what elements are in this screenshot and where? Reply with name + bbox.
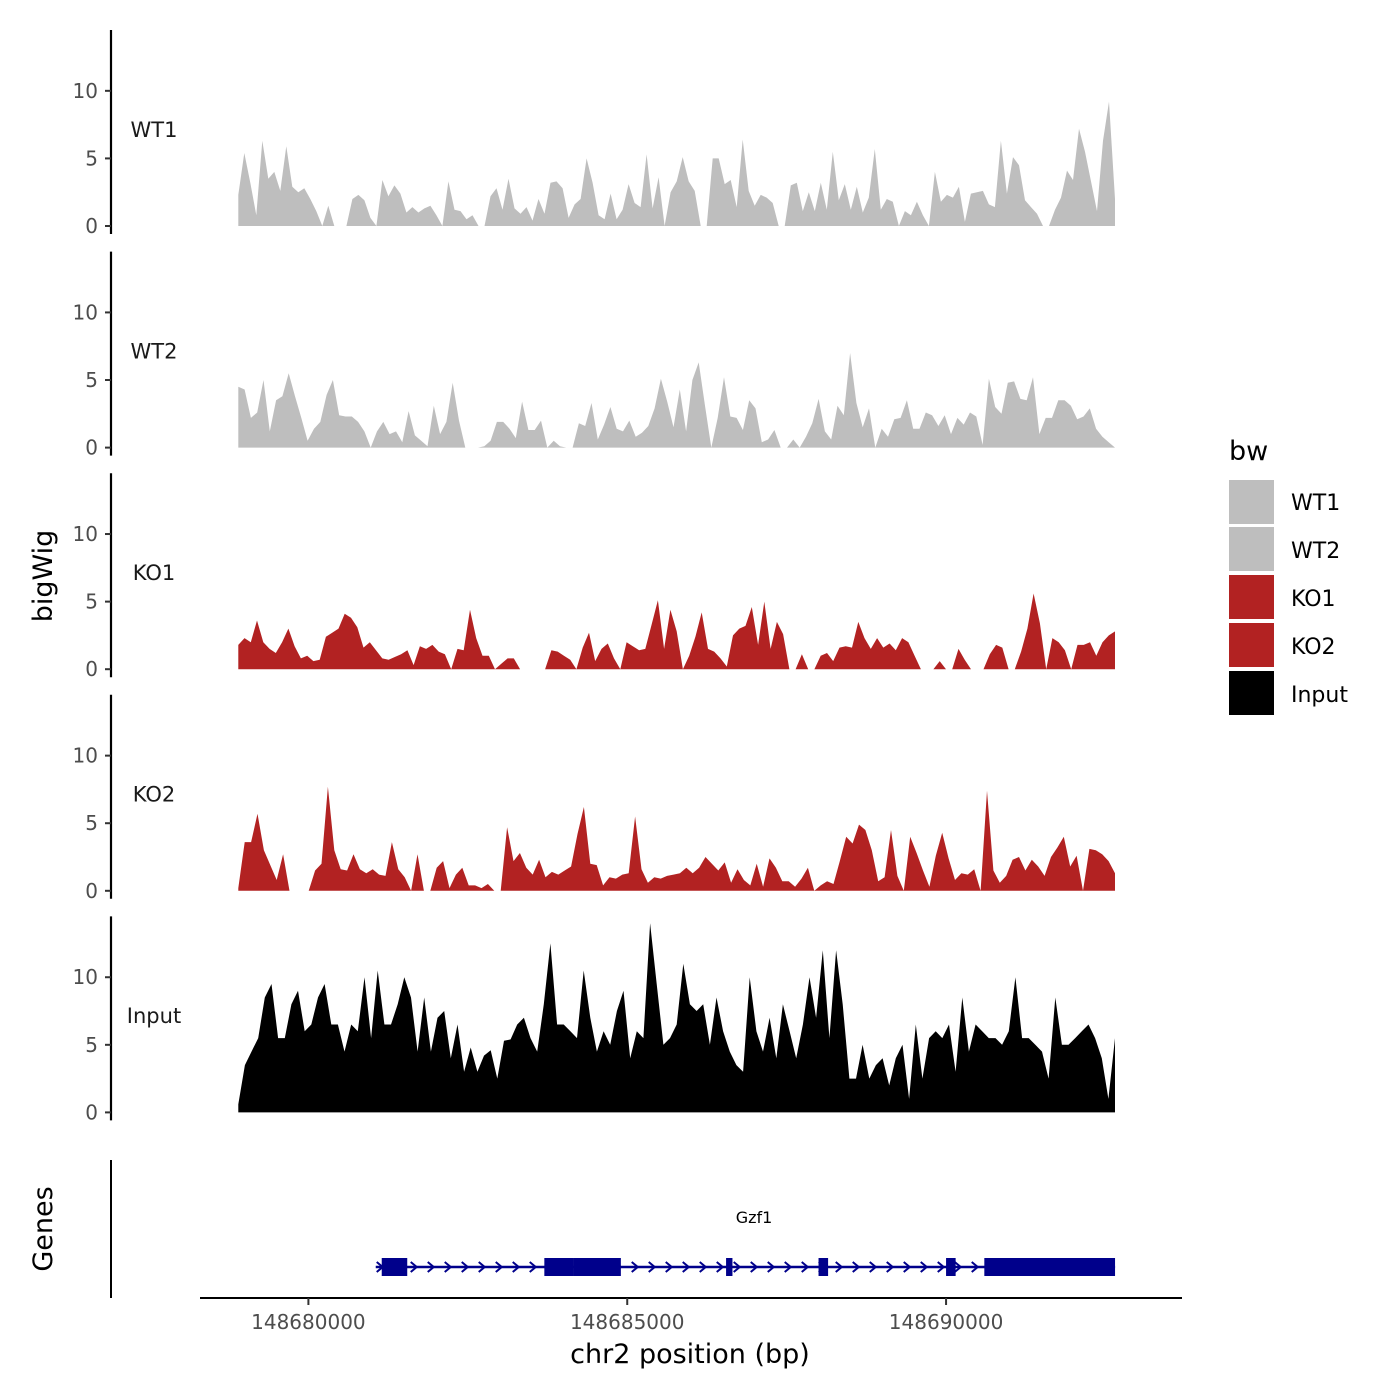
strand-arrow bbox=[716, 1261, 725, 1273]
gene-exon-6 bbox=[946, 1258, 956, 1276]
signal-area-ko2 bbox=[238, 786, 1116, 891]
gene-exon-5 bbox=[818, 1258, 829, 1276]
signal-area-ko1 bbox=[238, 593, 1116, 670]
strand-arrow bbox=[410, 1261, 419, 1273]
strand-arrow bbox=[495, 1261, 504, 1273]
gene-exon-2 bbox=[544, 1258, 574, 1276]
y-tick-label-ko1-0: 0 bbox=[85, 657, 98, 681]
legend-swatch-input bbox=[1229, 671, 1274, 715]
gene-exon-3 bbox=[573, 1258, 621, 1276]
track-ko2: 0 5 10 KO2 bbox=[73, 694, 1116, 903]
x-axis-title: chr2 position (bp) bbox=[570, 1339, 810, 1370]
strand-arrow bbox=[954, 1261, 963, 1273]
track-label-wt2: WT2 bbox=[131, 339, 178, 363]
strand-arrow bbox=[478, 1261, 487, 1273]
strand-arrow bbox=[512, 1261, 521, 1273]
strand-arrow bbox=[852, 1261, 861, 1273]
y-tick-label-input-0: 0 bbox=[85, 1100, 98, 1124]
strand-arrow bbox=[835, 1261, 844, 1273]
strand-arrow bbox=[937, 1261, 946, 1273]
y-tick-label-wt1-0: 0 bbox=[85, 214, 98, 238]
strand-arrow bbox=[971, 1261, 980, 1273]
strand-arrow bbox=[767, 1261, 776, 1273]
legend-label-input: Input bbox=[1291, 683, 1348, 708]
genes-axis-title: Genes bbox=[28, 1186, 59, 1271]
x-tick-label-1: 148680000 bbox=[251, 1310, 366, 1334]
y-axis-title: bigWig bbox=[28, 530, 59, 623]
track-label-input: Input bbox=[127, 1004, 181, 1028]
strand-arrow bbox=[784, 1261, 793, 1273]
x-axis: 148680000 148685000 148690000 chr2 posit… bbox=[200, 1297, 1182, 1370]
x-tick-label-2: 148685000 bbox=[570, 1310, 685, 1334]
y-tick-label-ko2-10: 10 bbox=[73, 744, 98, 768]
legend-swatch-ko1 bbox=[1229, 575, 1274, 619]
strand-arrow bbox=[903, 1261, 912, 1273]
strand-arrow bbox=[869, 1261, 878, 1273]
y-tick-label-wt2-0: 0 bbox=[85, 436, 98, 460]
y-tick-label-wt1-5: 5 bbox=[85, 146, 98, 170]
y-tick-label-wt1-10: 10 bbox=[73, 79, 98, 103]
legend-label-wt1: WT1 bbox=[1291, 491, 1340, 516]
y-tick-label-wt2-5: 5 bbox=[85, 368, 98, 392]
y-tick-label-wt2-10: 10 bbox=[73, 300, 98, 324]
y-tick-label-ko2-5: 5 bbox=[85, 811, 98, 835]
strand-arrow bbox=[682, 1261, 691, 1273]
strand-arrow bbox=[529, 1261, 538, 1273]
track-input: 0 5 10 Input bbox=[73, 916, 1116, 1124]
legend: bw WT1 WT2 KO1 KO2 Input bbox=[1229, 436, 1348, 715]
strand-arrow bbox=[444, 1261, 453, 1273]
y-tick-label-input-10: 10 bbox=[73, 965, 98, 989]
strand-arrow bbox=[750, 1261, 759, 1273]
y-tick-label-ko2-0: 0 bbox=[85, 879, 98, 903]
gene-name-label: Gzf1 bbox=[736, 1208, 773, 1227]
strand-arrow bbox=[648, 1261, 657, 1273]
track-label-wt1: WT1 bbox=[131, 118, 178, 142]
strand-arrow bbox=[631, 1261, 640, 1273]
y-tick-label-input-5: 5 bbox=[85, 1033, 98, 1057]
signal-area-input bbox=[238, 923, 1116, 1113]
signal-area-wt1 bbox=[238, 101, 1116, 226]
strand-arrow bbox=[427, 1261, 436, 1273]
strand-arrow bbox=[699, 1261, 708, 1273]
track-label-ko1: KO1 bbox=[133, 561, 176, 585]
strand-arrow bbox=[665, 1261, 674, 1273]
legend-label-ko2: KO2 bbox=[1291, 635, 1336, 660]
signal-tracks: 0 5 10 WT1 0 5 10 WT2 0 5 10 KO1 0 5 10 KO2 0 5 10 Input bbox=[73, 30, 1116, 1124]
x-tick-label-3: 148690000 bbox=[889, 1310, 1004, 1334]
legend-swatch-wt2 bbox=[1229, 527, 1274, 571]
track-label-ko2: KO2 bbox=[133, 783, 176, 807]
signal-area-wt2 bbox=[238, 353, 1116, 448]
legend-label-ko1: KO1 bbox=[1291, 587, 1336, 612]
track-ko1: 0 5 10 KO1 bbox=[73, 473, 1116, 681]
strand-arrow bbox=[461, 1261, 470, 1273]
strand-arrow bbox=[886, 1261, 895, 1273]
legend-title: bw bbox=[1229, 436, 1268, 467]
gene-exon-1 bbox=[381, 1258, 408, 1276]
gene-model bbox=[375, 1258, 1116, 1276]
legend-swatch-ko2 bbox=[1229, 623, 1274, 667]
gene-exon-7 bbox=[984, 1258, 1116, 1276]
genes-panel: Genes Gzf1 bbox=[28, 1160, 1116, 1298]
legend-label-wt2: WT2 bbox=[1291, 539, 1340, 564]
strand-arrow bbox=[920, 1261, 929, 1273]
track-wt2: 0 5 10 WT2 bbox=[73, 251, 1116, 460]
y-tick-label-ko1-5: 5 bbox=[85, 590, 98, 614]
strand-arrow bbox=[733, 1261, 742, 1273]
y-tick-label-ko1-10: 10 bbox=[73, 522, 98, 546]
strand-arrow bbox=[801, 1261, 810, 1273]
track-wt1: 0 5 10 WT1 bbox=[73, 30, 1116, 238]
gene-exon-4 bbox=[726, 1258, 733, 1276]
legend-swatch-wt1 bbox=[1229, 480, 1274, 524]
